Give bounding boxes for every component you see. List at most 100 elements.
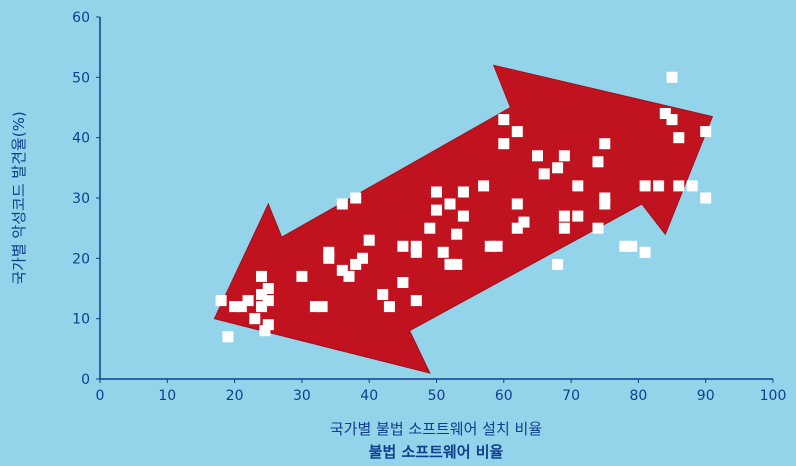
data-point — [532, 150, 543, 162]
data-point — [457, 186, 469, 198]
data-point — [444, 198, 456, 210]
data-point — [451, 228, 463, 240]
data-point — [491, 240, 503, 252]
data-point — [316, 301, 328, 313]
data-point — [262, 319, 274, 331]
x-tick-label: 30 — [293, 388, 311, 404]
data-point — [242, 295, 254, 307]
x-axis-subtitle: 불법 소프트웨어 비율 — [369, 443, 504, 461]
data-point — [639, 246, 651, 258]
data-point — [653, 180, 665, 192]
y-tick-label: 40 — [72, 131, 90, 147]
data-point — [377, 289, 389, 300]
data-point — [572, 210, 584, 222]
x-tick-label: 40 — [360, 388, 378, 404]
data-point — [498, 138, 510, 150]
data-point — [592, 156, 604, 168]
data-point — [397, 277, 409, 288]
data-point — [256, 301, 267, 313]
x-tick-label: 20 — [226, 388, 244, 404]
data-point — [639, 180, 651, 192]
x-tick-label: 50 — [428, 388, 446, 404]
data-point — [410, 295, 422, 307]
y-tick-label: 30 — [72, 191, 90, 207]
y-tick-label: 50 — [72, 70, 90, 86]
data-point — [666, 71, 678, 83]
data-point — [451, 258, 463, 270]
data-point — [431, 186, 442, 198]
data-point — [323, 246, 335, 258]
data-point — [262, 295, 274, 307]
y-axis-title: 국가별 악성코드 발견율(%) — [10, 111, 28, 285]
x-tick-label: 70 — [562, 388, 580, 404]
data-point — [511, 126, 523, 138]
data-point — [336, 198, 348, 210]
data-point — [686, 180, 698, 192]
data-point — [323, 252, 335, 264]
data-point — [437, 246, 449, 258]
data-point — [222, 331, 234, 343]
data-point — [256, 289, 267, 300]
data-point — [410, 246, 422, 258]
data-point — [700, 126, 712, 138]
data-point — [592, 222, 604, 234]
x-tick-label: 80 — [629, 388, 647, 404]
data-point — [350, 192, 362, 204]
data-point — [457, 210, 469, 222]
data-point — [599, 198, 611, 210]
data-point — [538, 168, 550, 180]
data-point — [700, 192, 712, 204]
data-point — [309, 301, 321, 313]
data-point — [626, 240, 638, 252]
data-point — [659, 108, 671, 119]
data-point — [383, 301, 395, 313]
data-point — [256, 270, 267, 282]
y-tick-label: 0 — [81, 372, 90, 388]
data-point — [296, 270, 308, 282]
data-point — [558, 222, 570, 234]
x-tick-label: 100 — [760, 388, 787, 404]
data-point — [343, 270, 355, 282]
data-point — [511, 198, 523, 210]
y-tick-label: 60 — [72, 10, 90, 26]
data-point — [552, 258, 564, 270]
data-point — [599, 192, 611, 204]
data-point — [572, 180, 584, 192]
y-tick-label: 20 — [72, 251, 90, 267]
data-point — [336, 264, 348, 276]
data-point — [518, 216, 530, 228]
data-points — [215, 71, 712, 343]
data-point — [558, 210, 570, 222]
data-point — [498, 114, 510, 126]
data-point — [410, 240, 422, 252]
data-point — [431, 204, 442, 216]
x-tick-label: 60 — [495, 388, 513, 404]
x-tick-label: 10 — [158, 388, 176, 404]
data-point — [249, 313, 261, 325]
data-point — [235, 301, 247, 313]
data-point — [619, 240, 631, 252]
data-point — [259, 325, 271, 337]
data-point — [424, 222, 436, 234]
data-point — [357, 252, 368, 264]
x-axis-title: 국가별 불법 소프트웨어 설치 비율 — [330, 420, 542, 438]
data-point — [599, 138, 611, 150]
data-point — [262, 283, 274, 294]
data-point — [673, 180, 685, 192]
x-tick-label: 0 — [96, 388, 105, 404]
data-point — [511, 222, 523, 234]
data-point — [673, 132, 685, 144]
data-point — [363, 234, 375, 246]
axes: 0 10 20 30 40 50 60 70 80 90 100 0 10 20 30 40 50 60 — [72, 10, 786, 404]
data-point — [558, 150, 570, 162]
data-point — [666, 114, 678, 126]
data-point — [397, 240, 409, 252]
data-point — [444, 258, 456, 270]
data-point — [552, 162, 564, 174]
data-point — [478, 180, 490, 192]
data-point — [484, 240, 496, 252]
data-point — [215, 295, 227, 307]
data-point — [229, 301, 241, 313]
x-tick-label: 90 — [697, 388, 715, 404]
